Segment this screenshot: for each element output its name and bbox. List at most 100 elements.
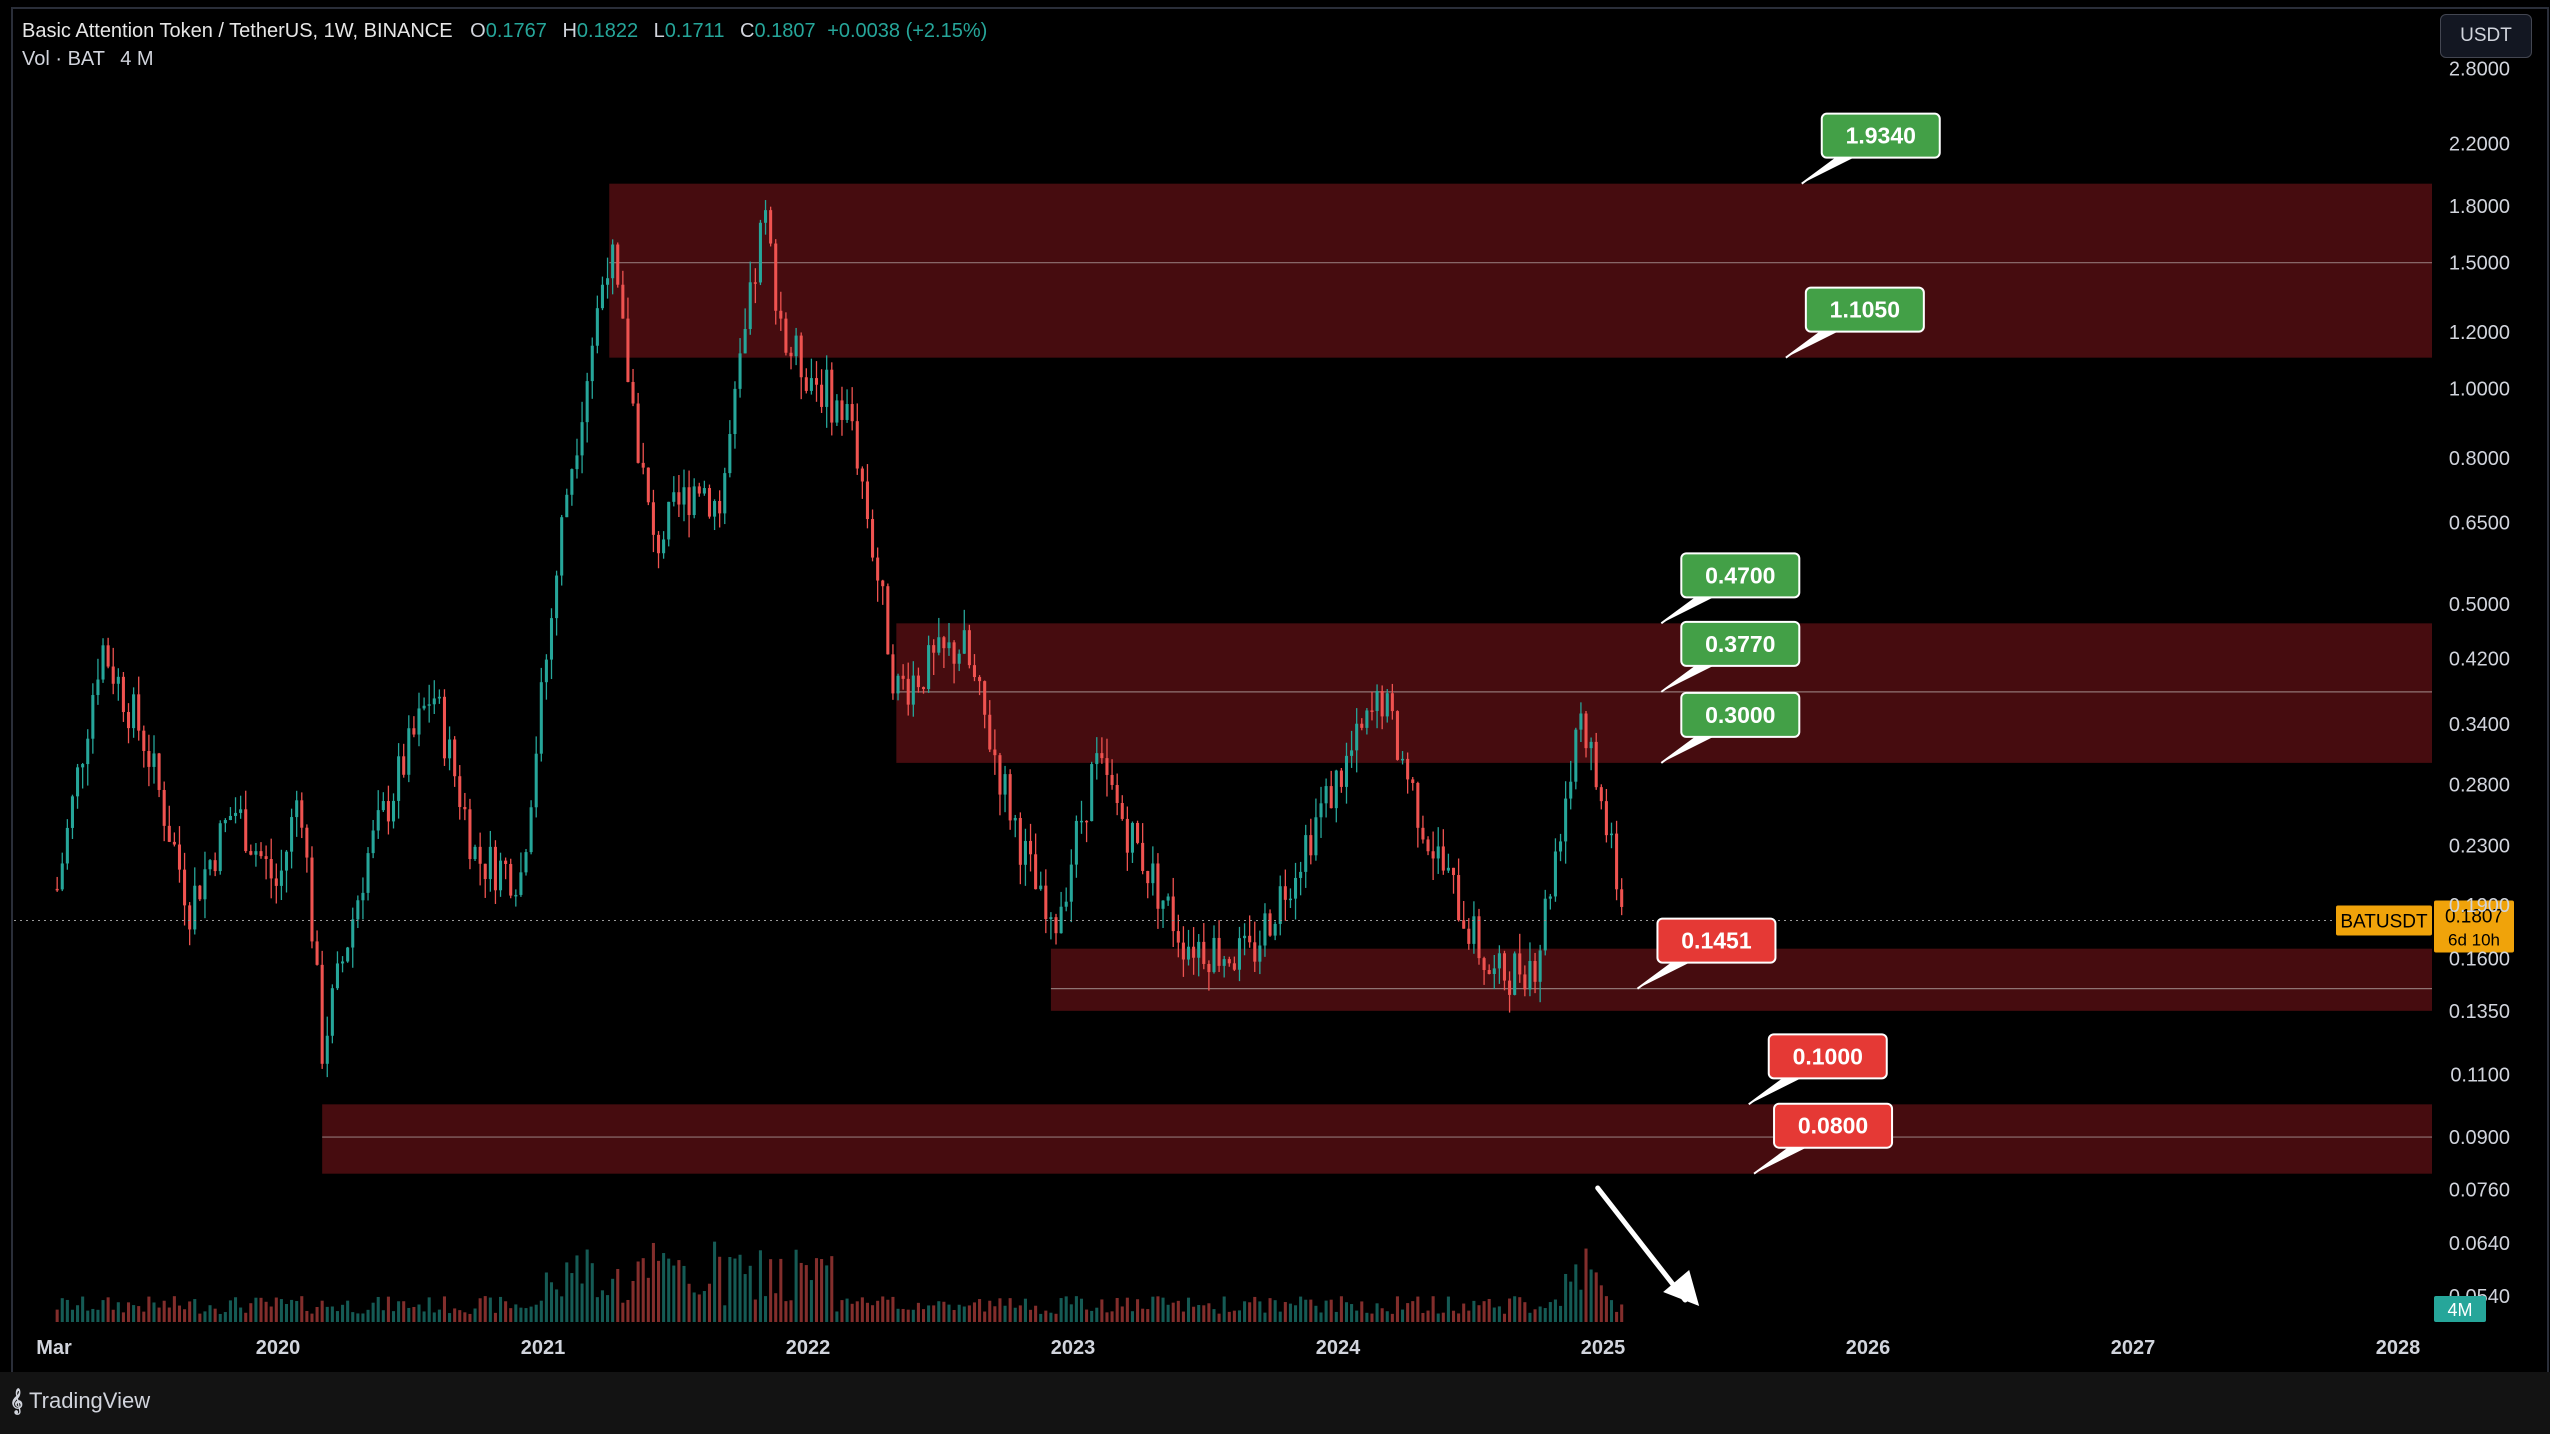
volume-header[interactable]: Vol · BAT 4 M	[22, 46, 154, 72]
candle-body	[662, 539, 666, 554]
candle-body	[86, 738, 90, 765]
y-tick-label: 0.1100	[2450, 1065, 2510, 1087]
volume-bar	[116, 1302, 120, 1322]
candle-body	[814, 378, 819, 385]
candle-body	[911, 675, 915, 705]
volume-bar	[300, 1296, 304, 1322]
volume-bar	[101, 1300, 105, 1322]
candle-body	[1508, 980, 1512, 995]
close-value: 0.1807	[754, 20, 816, 42]
candle-body	[1344, 755, 1349, 787]
candle-body	[544, 659, 548, 683]
y-tick-label: 0.1900	[2449, 895, 2510, 917]
volume-bar	[1329, 1299, 1333, 1322]
candle-body	[1248, 935, 1252, 943]
candle-body	[208, 860, 212, 870]
candle-body	[1477, 916, 1481, 959]
candle-body	[300, 800, 304, 828]
x-tick-label: 2026	[1846, 1337, 1891, 1359]
volume-bar	[1370, 1313, 1374, 1322]
volume-bar	[351, 1312, 355, 1322]
volume-bar	[850, 1303, 854, 1322]
tradingview-brand[interactable]: 𝄞 TradingView	[10, 1388, 150, 1414]
volume-bar	[1431, 1296, 1435, 1322]
volume-bar	[794, 1249, 798, 1322]
candle-body	[1044, 885, 1048, 919]
candle-body	[1146, 870, 1150, 884]
volume-bar	[1171, 1302, 1175, 1322]
volume-bar	[162, 1300, 166, 1322]
candle-body	[1615, 833, 1619, 890]
candle-body	[1253, 942, 1257, 962]
candle-body	[1085, 820, 1089, 823]
candle-body	[1528, 960, 1532, 990]
volume-bar	[223, 1312, 227, 1322]
volume-bar	[1263, 1312, 1267, 1322]
candle-body	[600, 284, 604, 309]
volume-bar	[1589, 1269, 1593, 1322]
level-label-text: 0.4700	[1705, 562, 1775, 588]
volume-bar	[1278, 1311, 1282, 1322]
level-label-text: 0.0800	[1798, 1113, 1868, 1139]
volume-bar	[295, 1301, 299, 1322]
volume-bar	[1390, 1313, 1394, 1322]
candle-body	[1227, 959, 1231, 964]
volume-bar	[524, 1308, 528, 1322]
candle-body	[351, 919, 355, 948]
candle-body	[871, 519, 875, 558]
candle-body	[1487, 970, 1491, 974]
volume-bar	[1243, 1301, 1247, 1322]
candle-body	[906, 678, 910, 705]
currency-button[interactable]: USDT	[2440, 14, 2532, 58]
volume-bar	[468, 1313, 472, 1322]
volume-bar	[1523, 1302, 1527, 1322]
candle-body	[478, 846, 482, 864]
candle-body	[1355, 723, 1359, 751]
candle-body	[254, 851, 258, 855]
volume-bar	[1564, 1273, 1568, 1322]
volume-bar	[371, 1302, 375, 1322]
volume-bar	[76, 1305, 80, 1322]
volume-bar	[432, 1312, 436, 1322]
volume-bar	[1350, 1304, 1354, 1322]
candle-body	[432, 698, 436, 705]
candle-body	[448, 739, 452, 759]
candle-body	[1197, 941, 1201, 958]
volume-bar	[152, 1302, 156, 1322]
volume-bar	[320, 1300, 324, 1322]
candle-body	[555, 575, 559, 619]
candle-body	[1018, 817, 1022, 865]
candle-body	[1105, 758, 1109, 775]
level-label-box	[1773, 1102, 1894, 1149]
candle-body	[1334, 770, 1338, 809]
candle-body	[386, 801, 390, 822]
volume-bar	[1457, 1313, 1461, 1322]
y-tick-label: 0.0900	[2449, 1127, 2510, 1149]
candle-body	[916, 675, 920, 688]
candle-body	[1599, 787, 1603, 802]
volume-bar	[1273, 1300, 1277, 1322]
candle-body	[493, 846, 497, 891]
volume-bar	[121, 1312, 125, 1322]
candle-body	[830, 369, 834, 423]
volume-bar	[1502, 1313, 1507, 1322]
symbol-header[interactable]: Basic Attention Token / TetherUS, 1W, BI…	[22, 18, 987, 44]
volume-bar	[330, 1306, 334, 1322]
volume-bar	[1008, 1298, 1012, 1322]
candle-body	[1482, 958, 1486, 971]
candle-body	[529, 807, 533, 853]
change-value: +0.0038 (+2.15%)	[827, 20, 988, 42]
candle-body	[753, 282, 757, 284]
volume-bar	[626, 1299, 630, 1322]
candle-body	[249, 851, 253, 855]
volume-bar	[845, 1298, 849, 1322]
candle-body	[855, 421, 859, 469]
volume-bar	[1136, 1299, 1140, 1322]
candle-body	[60, 863, 64, 890]
candle-body	[1523, 974, 1527, 990]
candle-body	[473, 846, 477, 860]
candle-body	[1288, 898, 1292, 901]
x-tick-label: 2027	[2111, 1337, 2156, 1359]
volume-bar	[1227, 1311, 1231, 1322]
